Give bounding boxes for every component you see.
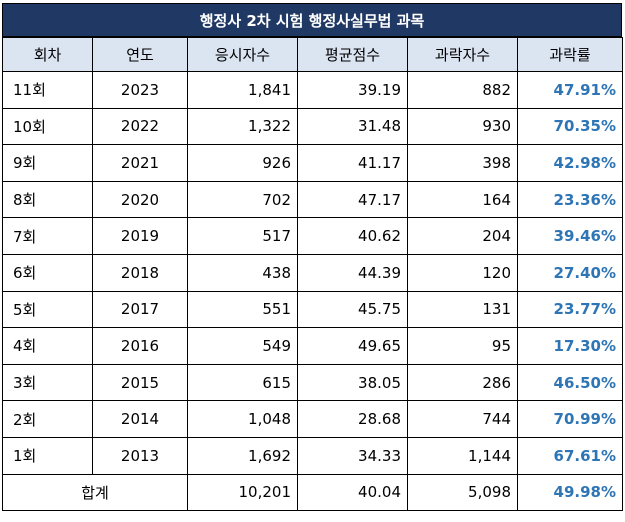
cell-fail-rate: 17.30% bbox=[517, 327, 623, 365]
cell-round: 11회 bbox=[2, 71, 93, 109]
cell-applicants: 438 bbox=[187, 253, 298, 292]
table-row: 1회 2013 1,692 34.33 1,144 67.61% bbox=[2, 436, 623, 475]
cell-year: 2015 bbox=[92, 363, 188, 402]
cell-applicants: 1,841 bbox=[187, 71, 298, 109]
cell-fail-rate: 47.91% bbox=[517, 71, 623, 109]
table-row: 2회 2014 1,048 28.68 744 70.99% bbox=[2, 400, 623, 438]
cell-fail-rate: 67.61% bbox=[517, 436, 623, 475]
header-row: 회차 연도 응시자수 평균점수 과락자수 과락률 bbox=[2, 37, 623, 72]
cell-year: 2021 bbox=[92, 144, 188, 182]
cell-average-score: 41.17 bbox=[297, 144, 408, 182]
cell-year: 2016 bbox=[92, 327, 188, 365]
cell-applicants: 551 bbox=[187, 290, 298, 329]
cell-year: 2019 bbox=[92, 217, 188, 255]
cell-year: 2023 bbox=[92, 71, 188, 109]
cell-average-score: 28.68 bbox=[297, 400, 408, 438]
cell-average-score: 38.05 bbox=[297, 363, 408, 402]
total-applicants: 10,201 bbox=[187, 473, 298, 512]
table-title: 행정사 2차 시험 행정사실무법 과목 bbox=[2, 3, 622, 37]
cell-applicants: 1,048 bbox=[187, 400, 298, 438]
cell-fail-count: 95 bbox=[407, 327, 518, 365]
cell-round: 8회 bbox=[2, 180, 93, 219]
cell-average-score: 39.19 bbox=[297, 71, 408, 109]
cell-year: 2020 bbox=[92, 180, 188, 219]
cell-year: 2022 bbox=[92, 107, 188, 146]
cell-round: 2회 bbox=[2, 400, 93, 438]
header-fail-count: 과락자수 bbox=[407, 37, 518, 72]
cell-fail-count: 744 bbox=[407, 400, 518, 438]
cell-applicants: 926 bbox=[187, 144, 298, 182]
cell-applicants: 517 bbox=[187, 217, 298, 255]
cell-fail-count: 164 bbox=[407, 180, 518, 219]
cell-average-score: 44.39 bbox=[297, 253, 408, 292]
total-average-score: 40.04 bbox=[297, 473, 408, 512]
cell-fail-count: 882 bbox=[407, 71, 518, 109]
cell-round: 1회 bbox=[2, 436, 93, 475]
cell-applicants: 615 bbox=[187, 363, 298, 402]
table-row: 7회 2019 517 40.62 204 39.46% bbox=[2, 217, 623, 255]
cell-fail-count: 1,144 bbox=[407, 436, 518, 475]
cell-fail-count: 398 bbox=[407, 144, 518, 182]
cell-fail-count: 204 bbox=[407, 217, 518, 255]
cell-average-score: 45.75 bbox=[297, 290, 408, 329]
header-applicants: 응시자수 bbox=[187, 37, 298, 72]
cell-fail-rate: 23.77% bbox=[517, 290, 623, 329]
cell-fail-rate: 39.46% bbox=[517, 217, 623, 255]
cell-year: 2017 bbox=[92, 290, 188, 329]
cell-fail-rate: 23.36% bbox=[517, 180, 623, 219]
cell-round: 4회 bbox=[2, 327, 93, 365]
stats-table: 회차 연도 응시자수 평균점수 과락자수 과락률 11회 2023 1,841 39.… bbox=[2, 37, 623, 512]
total-label: 합계 bbox=[2, 473, 188, 512]
total-row: 합계 10,201 40.04 5,098 49.98% bbox=[2, 473, 623, 512]
cell-round: 7회 bbox=[2, 217, 93, 255]
cell-fail-rate: 46.50% bbox=[517, 363, 623, 402]
table-row: 11회 2023 1,841 39.19 882 47.91% bbox=[2, 71, 623, 109]
cell-average-score: 49.65 bbox=[297, 327, 408, 365]
cell-year: 2014 bbox=[92, 400, 188, 438]
header-average-score: 평균점수 bbox=[297, 37, 408, 72]
cell-round: 9회 bbox=[2, 144, 93, 182]
cell-average-score: 47.17 bbox=[297, 180, 408, 219]
cell-fail-rate: 70.99% bbox=[517, 400, 623, 438]
cell-fail-rate: 27.40% bbox=[517, 253, 623, 292]
cell-year: 2018 bbox=[92, 253, 188, 292]
cell-average-score: 34.33 bbox=[297, 436, 408, 475]
cell-round: 5회 bbox=[2, 290, 93, 329]
cell-fail-count: 286 bbox=[407, 363, 518, 402]
cell-applicants: 1,322 bbox=[187, 107, 298, 146]
header-fail-rate: 과락률 bbox=[517, 37, 623, 72]
cell-year: 2013 bbox=[92, 436, 188, 475]
cell-average-score: 31.48 bbox=[297, 107, 408, 146]
cell-applicants: 1,692 bbox=[187, 436, 298, 475]
cell-round: 3회 bbox=[2, 363, 93, 402]
table-row: 8회 2020 702 47.17 164 23.36% bbox=[2, 180, 623, 219]
cell-fail-count: 120 bbox=[407, 253, 518, 292]
table-row: 3회 2015 615 38.05 286 46.50% bbox=[2, 363, 623, 402]
table-row: 9회 2021 926 41.17 398 42.98% bbox=[2, 144, 623, 182]
cell-fail-rate: 70.35% bbox=[517, 107, 623, 146]
cell-applicants: 702 bbox=[187, 180, 298, 219]
table-body: 11회 2023 1,841 39.19 882 47.91% 10회 2022 1,322 31… bbox=[2, 71, 623, 475]
table-row: 10회 2022 1,322 31.48 930 70.35% bbox=[2, 107, 623, 146]
cell-average-score: 40.62 bbox=[297, 217, 408, 255]
cell-fail-count: 930 bbox=[407, 107, 518, 146]
header-round: 회차 bbox=[2, 37, 93, 72]
cell-fail-rate: 42.98% bbox=[517, 144, 623, 182]
table-row: 6회 2018 438 44.39 120 27.40% bbox=[2, 253, 623, 292]
table-row: 4회 2016 549 49.65 95 17.30% bbox=[2, 327, 623, 365]
total-fail-rate: 49.98% bbox=[517, 473, 623, 512]
header-year: 연도 bbox=[92, 37, 188, 72]
cell-round: 10회 bbox=[2, 107, 93, 146]
cell-round: 6회 bbox=[2, 253, 93, 292]
total-fail-count: 5,098 bbox=[407, 473, 518, 512]
exam-stats-sheet: 행정사 2차 시험 행정사실무법 과목 회차 연도 응시자수 평균점수 과락자수… bbox=[2, 3, 623, 512]
cell-applicants: 549 bbox=[187, 327, 298, 365]
table-row: 5회 2017 551 45.75 131 23.77% bbox=[2, 290, 623, 329]
cell-fail-count: 131 bbox=[407, 290, 518, 329]
